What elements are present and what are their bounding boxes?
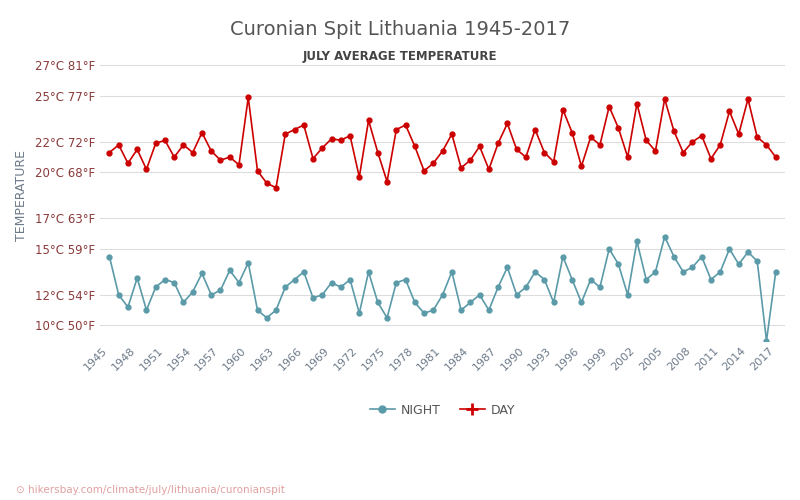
NIGHT: [715, 269, 725, 275]
DAY: [771, 154, 781, 160]
Text: JULY AVERAGE TEMPERATURE: JULY AVERAGE TEMPERATURE: [302, 50, 498, 63]
DAY: [346, 132, 355, 138]
Line: DAY: DAY: [107, 95, 778, 190]
NIGHT: [253, 307, 262, 313]
DAY: [243, 94, 253, 100]
NIGHT: [771, 269, 781, 275]
DAY: [697, 132, 706, 138]
Y-axis label: TEMPERATURE: TEMPERATURE: [15, 150, 28, 241]
DAY: [725, 108, 734, 114]
DAY: [105, 150, 114, 156]
DAY: [262, 180, 271, 186]
DAY: [271, 184, 281, 190]
Legend: NIGHT, DAY: NIGHT, DAY: [365, 398, 521, 421]
Text: Curonian Spit Lithuania 1945-2017: Curonian Spit Lithuania 1945-2017: [230, 20, 570, 39]
NIGHT: [660, 234, 670, 239]
DAY: [678, 150, 688, 156]
DAY: [456, 165, 466, 171]
NIGHT: [105, 254, 114, 260]
NIGHT: [762, 338, 771, 344]
NIGHT: [669, 254, 678, 260]
NIGHT: [326, 280, 336, 285]
NIGHT: [688, 264, 698, 270]
Line: NIGHT: NIGHT: [107, 234, 778, 343]
NIGHT: [438, 292, 447, 298]
Text: ⊙ hikersbay.com/climate/july/lithuania/curonianspit: ⊙ hikersbay.com/climate/july/lithuania/c…: [16, 485, 285, 495]
